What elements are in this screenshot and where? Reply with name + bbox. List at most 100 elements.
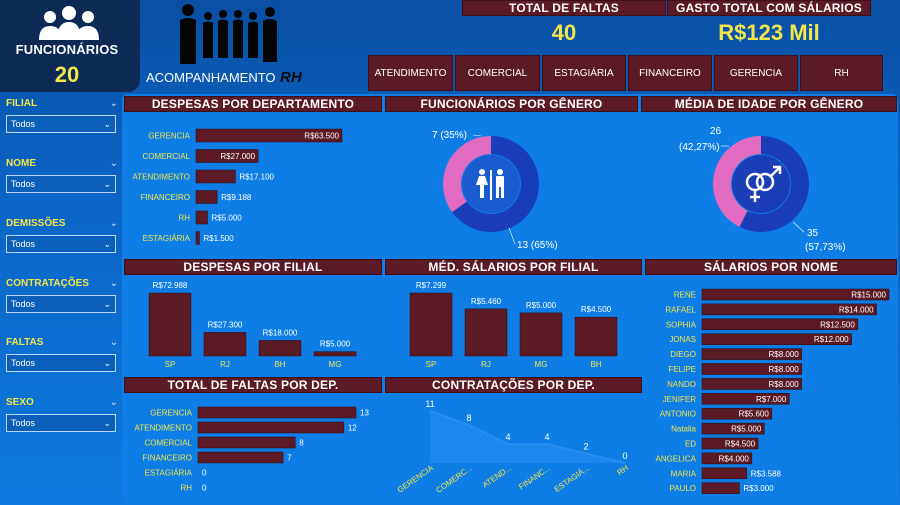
data-label: R$5.000: [211, 214, 242, 223]
bar[interactable]: [574, 316, 618, 357]
data-label: R$5.000: [320, 340, 351, 349]
bar[interactable]: [148, 292, 192, 357]
category-label: GERENCIA: [148, 132, 190, 141]
bar[interactable]: [195, 128, 343, 143]
nav-rh-button[interactable]: RH: [800, 55, 883, 91]
category-label: BH: [590, 360, 601, 369]
filter-faltas-label: FALTAS: [6, 337, 44, 348]
data-label: 8: [466, 413, 471, 423]
bar[interactable]: [701, 482, 740, 494]
bar[interactable]: [701, 452, 753, 465]
bar[interactable]: [701, 318, 859, 331]
bar[interactable]: [197, 451, 284, 464]
bar[interactable]: [195, 210, 208, 225]
bar[interactable]: [195, 190, 218, 204]
title-salarios-nome: SÁLARIOS POR NOME: [645, 259, 897, 275]
filter-contratacoes-value: Todos: [11, 299, 36, 309]
bar[interactable]: [701, 363, 802, 375]
data-label: R$7.000: [756, 395, 787, 404]
data-label: R$4.500: [581, 305, 612, 314]
chevron-down-icon[interactable]: ⌄: [109, 218, 118, 229]
data-label: 4: [505, 432, 510, 442]
bar[interactable]: [258, 340, 302, 357]
data-label: 4: [544, 432, 549, 442]
category-label: ESTAGIÁRIA: [143, 234, 191, 243]
bar[interactable]: [195, 231, 200, 245]
data-label: R$18.000: [263, 328, 298, 337]
data-label: R$7.299: [416, 281, 447, 290]
data-label: R$9.188: [221, 193, 252, 202]
filter-filial-label: FILIAL: [6, 98, 38, 109]
data-label: 26: [710, 126, 722, 137]
category-label: RJ: [220, 360, 230, 369]
nav-atendimento-button[interactable]: ATENDIMENTO: [368, 55, 453, 91]
bar[interactable]: [701, 437, 759, 450]
filter-sexo-select[interactable]: Todos ⌄: [6, 414, 116, 432]
chevron-down-icon[interactable]: ⌄: [109, 337, 118, 348]
nav-estagiaria-button[interactable]: ESTAGIÁRIA: [542, 55, 626, 91]
filter-faltas-select[interactable]: Todos ⌄: [6, 354, 116, 372]
chevron-down-icon[interactable]: ⌄: [109, 278, 118, 289]
bar[interactable]: [197, 406, 357, 419]
bar[interactable]: [701, 348, 802, 360]
title-func-genero: FUNCIONÁRIOS POR GÊNERO: [385, 96, 638, 112]
bar[interactable]: [701, 288, 890, 301]
employees-label: FUNCIONÁRIOS: [15, 42, 119, 57]
filter-nome-value: Todos: [11, 179, 36, 189]
filter-demissoes-select[interactable]: Todos ⌄: [6, 235, 116, 253]
bar[interactable]: [701, 303, 877, 316]
gasto-salarios-value: R$123 Mil: [718, 20, 820, 45]
bar[interactable]: [701, 467, 747, 480]
bar[interactable]: [197, 421, 345, 434]
people-icon: [39, 6, 99, 40]
filter-sexo: SEXO ⌄ Todos ⌄: [6, 397, 118, 432]
chevron-down-icon[interactable]: ⌄: [109, 98, 118, 109]
bar[interactable]: [464, 308, 508, 357]
nav-financeiro-button[interactable]: FINANCEIRO: [628, 55, 712, 91]
filter-sexo-label: SEXO: [6, 397, 34, 408]
bar[interactable]: [519, 312, 563, 357]
category-label: SP: [165, 360, 176, 369]
nav-comercial-button[interactable]: COMERCIAL: [455, 55, 540, 91]
bar[interactable]: [197, 436, 296, 449]
donut-slice[interactable]: [739, 136, 809, 232]
data-label: 2: [583, 442, 588, 452]
category-label: BH: [274, 360, 285, 369]
category-label: ATENDIMENTO: [133, 173, 190, 182]
category-label: RJ: [481, 360, 491, 369]
filter-sexo-value: Todos: [11, 418, 36, 428]
bar[interactable]: [701, 378, 802, 390]
filter-filial-select[interactable]: Todos ⌄: [6, 115, 116, 133]
data-label: 13 (65%): [517, 240, 558, 251]
bar[interactable]: [313, 351, 357, 357]
data-label: 8: [299, 439, 304, 448]
bar[interactable]: [409, 292, 453, 357]
chart-despesas-filial: R$72.988 SP R$27.300 RJ R$18.000 BH R$5.000 MG: [148, 281, 357, 369]
bar[interactable]: [203, 332, 247, 357]
bar[interactable]: [701, 422, 765, 435]
donut-slice[interactable]: [443, 136, 491, 213]
data-label: 11: [425, 399, 434, 409]
donut-slice[interactable]: [713, 136, 761, 227]
category-label: MARIA: [671, 469, 697, 478]
business-team-icon: [180, 4, 277, 64]
chevron-down-icon: ⌄: [103, 357, 111, 368]
bar[interactable]: [701, 333, 852, 345]
chevron-down-icon[interactable]: ⌄: [109, 158, 118, 169]
total-faltas-label: TOTAL DE FALTAS: [462, 0, 666, 16]
filter-nome-select[interactable]: Todos ⌄: [6, 175, 116, 193]
data-label: 7: [287, 454, 292, 463]
data-label: R$15.000: [851, 291, 886, 300]
data-label: (42,27%): [679, 142, 720, 153]
filter-contratacoes-select[interactable]: Todos ⌄: [6, 295, 116, 313]
filter-contratacoes: CONTRATAÇÕES ⌄ Todos ⌄: [6, 278, 118, 313]
bar[interactable]: [195, 169, 236, 184]
bar[interactable]: [701, 407, 773, 420]
bar[interactable]: [701, 393, 790, 405]
data-label: R$8.000: [768, 380, 799, 389]
nav-gerencia-button[interactable]: GERENCIA: [714, 55, 798, 91]
bar[interactable]: [195, 149, 259, 163]
chevron-down-icon[interactable]: ⌄: [109, 397, 118, 408]
area-line[interactable]: [429, 410, 626, 464]
donut-slice[interactable]: [452, 136, 539, 232]
